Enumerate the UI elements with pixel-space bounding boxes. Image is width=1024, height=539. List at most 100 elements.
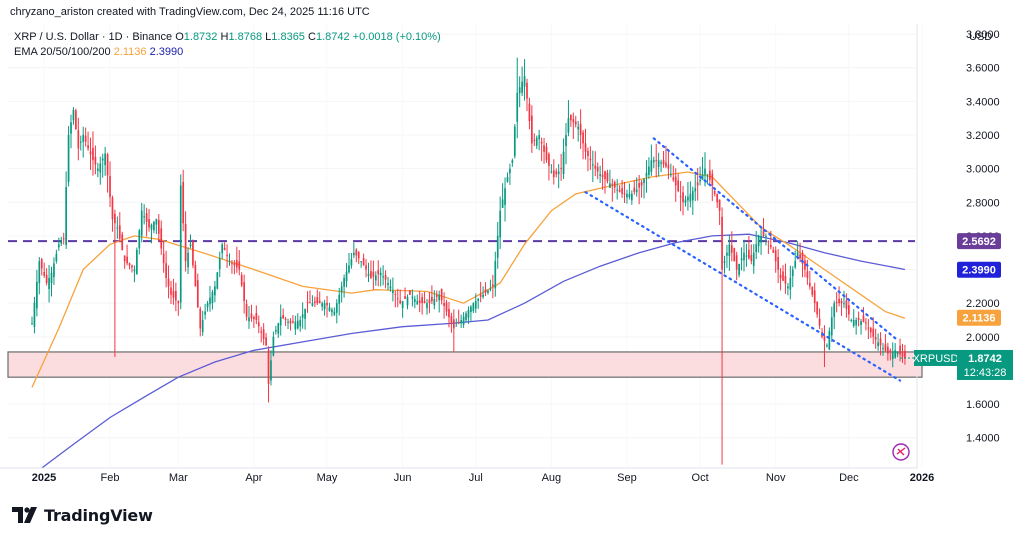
candle	[513, 124, 516, 159]
candle	[340, 281, 343, 303]
tradingview-logo[interactable]: TradingView	[12, 505, 153, 525]
candle	[160, 220, 163, 255]
candle	[477, 297, 480, 309]
candle-body	[177, 301, 180, 304]
candle	[901, 343, 904, 363]
candle	[362, 253, 365, 266]
chart-area[interactable]: USD1.40001.60002.00002.20002.40002.60002…	[0, 24, 1024, 494]
candle	[591, 150, 594, 183]
candle-body	[577, 126, 580, 130]
candle	[313, 296, 316, 308]
candle-body	[416, 301, 419, 305]
candle-body	[511, 160, 514, 163]
candle-body	[735, 255, 738, 270]
candle-body	[499, 210, 502, 238]
candle-body	[640, 181, 643, 186]
candle	[94, 145, 97, 175]
ema-fast-value: 2.1136	[113, 46, 147, 58]
candle-body	[228, 261, 231, 263]
candle-body	[733, 248, 736, 262]
candle	[33, 296, 36, 334]
candle	[77, 117, 80, 161]
candle-body	[779, 274, 782, 278]
candle-body	[38, 261, 41, 284]
candle	[201, 310, 204, 336]
price-chart[interactable]: USD1.40001.60002.00002.20002.40002.60002…	[0, 24, 1024, 494]
candle-body	[462, 316, 465, 325]
last-price-symbol: XRPUSD	[913, 353, 959, 365]
candle	[343, 274, 345, 298]
candle-body	[67, 135, 70, 182]
candle	[421, 293, 423, 315]
last-price-label[interactable]: XRPUSD 1.8742 12:43:28	[900, 349, 1013, 380]
candle	[262, 323, 265, 346]
candle-body	[343, 277, 345, 287]
candle	[401, 300, 404, 318]
candle	[835, 292, 838, 313]
candle	[101, 153, 104, 178]
candle-body	[172, 290, 175, 298]
candle-body	[360, 261, 363, 263]
candle-body	[413, 298, 416, 302]
candle-body	[489, 288, 492, 290]
candle	[762, 218, 765, 237]
open-value: 1.8732	[183, 31, 218, 43]
candle-body	[287, 321, 289, 323]
candle	[292, 315, 294, 324]
candle-body	[431, 296, 433, 302]
candle-body	[274, 330, 277, 332]
candle	[482, 286, 484, 299]
candle-body	[845, 300, 848, 309]
candle-body	[794, 261, 797, 268]
candle-body	[655, 160, 658, 162]
time-tick-label: 2025	[32, 472, 56, 484]
candle-body	[882, 348, 884, 350]
candle	[701, 156, 704, 180]
candle	[860, 318, 862, 335]
candle	[440, 288, 443, 305]
candle	[782, 265, 784, 282]
candle	[794, 250, 797, 269]
candle	[494, 251, 497, 297]
candle-body	[857, 317, 860, 320]
candle	[357, 251, 360, 265]
candle-body	[192, 241, 194, 266]
candle-body	[362, 258, 365, 266]
candle-body	[852, 320, 855, 327]
candle	[674, 168, 677, 202]
candle	[350, 252, 353, 269]
candle	[177, 300, 180, 316]
candle	[448, 301, 450, 328]
candle	[450, 312, 453, 333]
candle	[70, 114, 72, 149]
candle-body	[804, 260, 806, 270]
event-marker-icon[interactable]	[892, 443, 910, 461]
chart-legend: XRP / U.S. Dollar · 1D · Binance O1.8732…	[14, 30, 441, 60]
candle	[48, 264, 50, 303]
candle	[265, 333, 267, 347]
candle	[345, 263, 348, 288]
candle	[706, 174, 709, 185]
candle	[87, 131, 89, 151]
candle-body	[896, 352, 899, 355]
candle-body	[755, 244, 758, 253]
candle-body	[645, 172, 648, 177]
candle	[406, 294, 409, 310]
candle	[199, 306, 202, 337]
candle	[187, 247, 189, 275]
candle-body	[153, 221, 155, 231]
candle-body	[223, 248, 226, 250]
candle-body	[691, 191, 694, 201]
price-tick-label: 2.0000	[966, 332, 1000, 344]
candle	[316, 289, 319, 306]
candle-body	[626, 193, 628, 198]
candle-body	[743, 252, 745, 261]
candle-body	[570, 114, 572, 121]
candle-body	[260, 331, 263, 333]
time-tick-label: Apr	[245, 472, 262, 484]
candle-body	[323, 303, 326, 310]
candle-body	[209, 297, 211, 305]
candle-body	[540, 141, 543, 144]
candle	[609, 169, 611, 189]
candle-body	[470, 306, 472, 313]
